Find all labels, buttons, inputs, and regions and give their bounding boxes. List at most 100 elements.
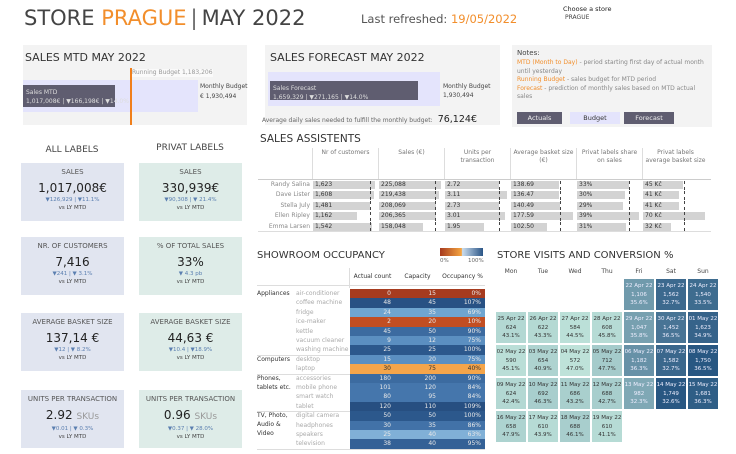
- sales-mtd-bar[interactable]: Sales MTD 1,017,008€ | ▼166,198€ | ▼14.0…: [23, 85, 129, 107]
- column-header[interactable]: Sales (€): [378, 148, 444, 179]
- assistant-bar: 32 Kč: [643, 222, 672, 231]
- assistant-bar: 177.59: [511, 212, 573, 221]
- calendar-day-cell[interactable]: 07 May 22 1,582 32.7%: [655, 344, 687, 377]
- assistant-bar: 219,438: [379, 191, 440, 200]
- calendar-visits: 658: [505, 423, 517, 430]
- forecast-monthly-value: 1,930,494: [443, 92, 474, 99]
- notes-panel: Notes: MTD (Month to Day) - period start…: [512, 45, 712, 127]
- occupancy-cell-cap: 40: [395, 439, 440, 449]
- calendar-visits: 1,562: [663, 291, 679, 298]
- sales-assistants-title: SALES ASSISTENTS: [260, 133, 361, 145]
- kpi-delta: ▼12 | ▼ 8.2%: [54, 347, 91, 353]
- avg-daily-label: Average daily sales needed to fulfill th…: [262, 117, 433, 124]
- calendar-day-cell[interactable]: 17 May 22 610 43.9%: [527, 410, 559, 443]
- calendar-day-cell[interactable]: 25 Apr 22 624 43.1%: [495, 311, 527, 344]
- calendar-day-cell[interactable]: 11 May 22 686 43.2%: [559, 377, 591, 410]
- calendar-conv: 32.3%: [630, 399, 648, 405]
- calendar-day-cell[interactable]: 08 May 22 1,750 36.5%: [687, 344, 719, 377]
- occupancy-cell-cap: 50: [395, 411, 440, 421]
- calendar-day-cell[interactable]: 19 May 22 610 41.1%: [591, 410, 623, 443]
- calendar-day-cell[interactable]: 22 Apr 22 1,106 35.6%: [623, 278, 655, 311]
- calendar-conv: 47.9%: [502, 432, 520, 438]
- calendar-day-cell[interactable]: 02 May 22 590 45.1%: [495, 344, 527, 377]
- calendar-day-cell[interactable]: 10 May 22 692 46.3%: [527, 377, 559, 410]
- assistant-bar: 1,162: [313, 212, 358, 221]
- average-reference-line: [435, 190, 437, 200]
- kpi-delta: ▼241 | ▼ 3.1%: [52, 271, 93, 277]
- calendar-conv: 43.2%: [566, 399, 584, 405]
- actuals-button[interactable]: Actuals: [517, 112, 562, 124]
- kpi-value: 44,63 €: [139, 331, 242, 345]
- calendar-day-cell[interactable]: 23 Apr 22 1,562 32.7%: [655, 278, 687, 311]
- calendar-date: 24 Apr 22: [689, 283, 717, 289]
- average-reference-line: [369, 201, 371, 211]
- average-reference-line: [683, 201, 685, 211]
- column-header[interactable]: Nr of customers: [312, 148, 378, 179]
- calendar-day-cell[interactable]: 05 May 22 712 47.7%: [591, 344, 623, 377]
- title-store: STORE: [24, 6, 95, 30]
- note-item: Running Budget - sales budget for MTD pe…: [517, 76, 709, 85]
- calendar-visits: 610: [537, 423, 549, 430]
- calendar-day-cell[interactable]: 16 May 22 658 47.9%: [495, 410, 527, 443]
- calendar-conv: 36.3%: [694, 399, 712, 405]
- calendar-visits: 688: [601, 390, 613, 397]
- occupancy-category: Computers: [257, 355, 290, 363]
- calendar-day-cell[interactable]: 29 Apr 22 1,047 35.8%: [623, 311, 655, 344]
- sales-forecast-bar[interactable]: Sales Forecast 1,659,329 | ▼271,165 | ▼1…: [270, 81, 418, 101]
- calendar-date: 05 May 22: [592, 349, 622, 355]
- occupancy-item-name: tablet: [296, 402, 314, 410]
- day-header: Mon: [504, 268, 518, 275]
- running-budget-line: [130, 68, 132, 125]
- note-text: - prediction of monthly sales based on M…: [517, 84, 696, 101]
- calendar-date: 17 May 22: [528, 415, 558, 421]
- kpi-value-number: 0.96: [163, 408, 191, 422]
- calendar-day-cell[interactable]: 27 Apr 22 584 44.5%: [559, 311, 591, 344]
- calendar-visits: 610: [601, 423, 613, 430]
- calendar-day-cell[interactable]: 09 May 22 624 42.4%: [495, 377, 527, 410]
- budget-button[interactable]: Budget: [570, 112, 620, 124]
- occupancy-item-name: kettle: [296, 327, 314, 335]
- calendar-visits: 712: [601, 357, 613, 364]
- calendar-conv: 41.1%: [598, 432, 616, 438]
- assistant-bar: 39%: [577, 212, 639, 221]
- calendar-day-cell[interactable]: 13 May 22 982 32.3%: [623, 377, 655, 410]
- average-reference-line: [628, 190, 630, 200]
- column-header[interactable]: Average basket size (€): [510, 148, 576, 179]
- calendar-day-cell[interactable]: 01 May 22 1,623 34.9%: [687, 311, 719, 344]
- assistant-bar: 30%: [577, 191, 625, 200]
- average-reference-line: [369, 180, 371, 190]
- calendar-day-cell[interactable]: 14 May 22 1,749 32.6%: [655, 377, 687, 410]
- column-header[interactable]: Privat labels average basket size: [642, 148, 708, 179]
- calendar-day-cell[interactable]: 15 May 22 1,681 36.3%: [687, 377, 719, 410]
- calendar-day-cell[interactable]: 28 Apr 22 608 45.8%: [591, 311, 623, 344]
- calendar-day-cell[interactable]: 06 May 22 1,182 36.3%: [623, 344, 655, 377]
- store-picker[interactable]: PRAGUE: [565, 14, 590, 21]
- calendar-conv: 36.5%: [662, 333, 680, 339]
- occupancy-cell-cap: 20: [395, 317, 440, 327]
- occupancy-cell-cap: 200: [395, 373, 440, 383]
- forecast-button[interactable]: Forecast: [624, 112, 674, 124]
- calendar-day-cell[interactable]: 12 May 22 688 42.7%: [591, 377, 623, 410]
- calendar-day-cell[interactable]: 24 Apr 22 1,540 33.5%: [687, 278, 719, 311]
- kpi-title: UNITS PER TRANSACTION: [145, 395, 236, 403]
- kpi-card-all: NR. OF CUSTOMERS 7,416 ▼241 | ▼ 3.1% vs LY …: [21, 237, 124, 295]
- calendar-day-cell[interactable]: 30 Apr 22 1,452 36.5%: [655, 311, 687, 344]
- calendar-day-cell[interactable]: 26 Apr 22 622 43.3%: [527, 311, 559, 344]
- occupancy-cell-count: 180: [350, 373, 395, 383]
- calendar-visits: 982: [633, 390, 645, 397]
- calendar-visits: 1,452: [663, 324, 679, 331]
- forecast-value: 1,659,329 | ▼271,165 | ▼14.0%: [273, 94, 369, 101]
- calendar-day-cell[interactable]: 03 May 22 654 40.9%: [527, 344, 559, 377]
- calendar-conv: 43.1%: [502, 333, 520, 339]
- kpi-delta: ▼0.37 | ▼ 28.0%: [167, 426, 214, 432]
- occupancy-cell-count: 15: [350, 354, 395, 365]
- calendar-visits: 624: [505, 390, 517, 397]
- column-header[interactable]: Privat labels share on sales: [576, 148, 642, 179]
- calendar-day-cell[interactable]: 04 May 22 572 47.0%: [559, 344, 591, 377]
- calendar-day-cell[interactable]: 18 May 22 688 46.1%: [559, 410, 591, 443]
- calendar-visits: 1,182: [631, 357, 647, 364]
- calendar-date: 19 May 22: [592, 415, 622, 421]
- occupancy-cell-count: 24: [350, 307, 395, 318]
- column-header[interactable]: Units per transaction: [444, 148, 510, 179]
- kpi-comparison: vs LY MTD: [176, 279, 205, 285]
